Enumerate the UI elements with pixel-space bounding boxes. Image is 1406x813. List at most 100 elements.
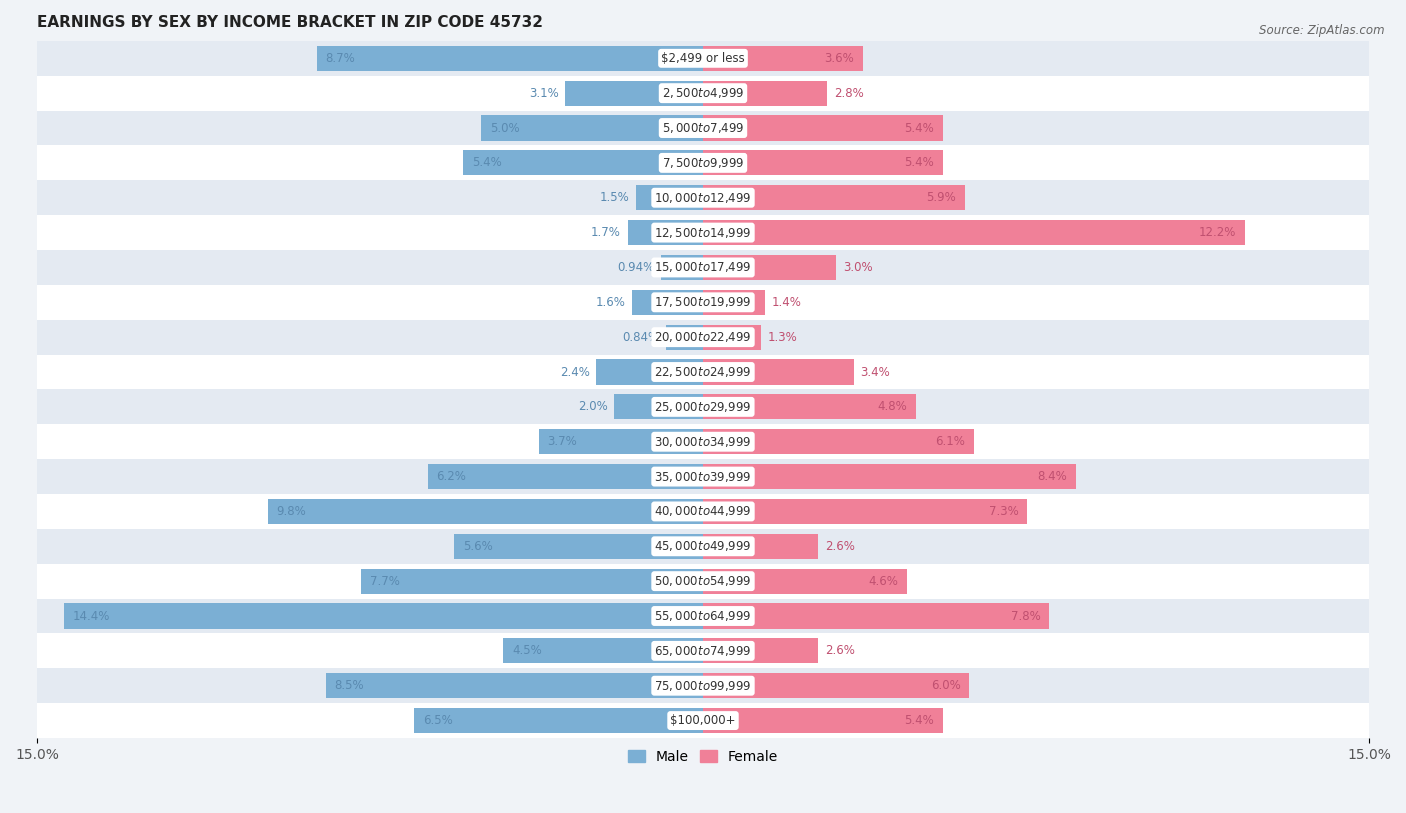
Text: $5,000 to $7,499: $5,000 to $7,499 [662, 121, 744, 135]
Bar [0, 494, 1406, 529]
Bar [703, 603, 1049, 628]
Text: 7.8%: 7.8% [1011, 610, 1040, 623]
Bar [361, 568, 703, 593]
Text: 1.7%: 1.7% [591, 226, 621, 239]
Bar [0, 668, 1406, 703]
Bar [703, 220, 1244, 246]
Bar [463, 150, 703, 176]
Bar [703, 534, 818, 559]
Text: $17,500 to $19,999: $17,500 to $19,999 [654, 295, 752, 309]
Bar [267, 499, 703, 524]
Text: 5.0%: 5.0% [489, 121, 519, 134]
Text: 4.6%: 4.6% [869, 575, 898, 588]
Bar [415, 708, 703, 733]
Bar [596, 359, 703, 385]
Text: 3.0%: 3.0% [842, 261, 873, 274]
Bar [0, 250, 1406, 285]
Text: 3.1%: 3.1% [529, 87, 558, 100]
Bar [0, 703, 1406, 738]
Text: 5.4%: 5.4% [904, 121, 934, 134]
Bar [565, 80, 703, 106]
Bar [0, 285, 1406, 320]
Bar [0, 76, 1406, 111]
Text: 3.4%: 3.4% [860, 366, 890, 379]
Bar [0, 41, 1406, 76]
Text: 2.6%: 2.6% [825, 540, 855, 553]
Text: 14.4%: 14.4% [73, 610, 110, 623]
Text: $2,500 to $4,999: $2,500 to $4,999 [662, 86, 744, 100]
Text: $55,000 to $64,999: $55,000 to $64,999 [654, 609, 752, 623]
Text: 5.4%: 5.4% [472, 156, 502, 169]
Text: 5.6%: 5.6% [463, 540, 494, 553]
Bar [703, 150, 943, 176]
Text: $65,000 to $74,999: $65,000 to $74,999 [654, 644, 752, 658]
Bar [703, 185, 965, 211]
Legend: Male, Female: Male, Female [623, 744, 783, 769]
Bar [0, 598, 1406, 633]
Text: 6.0%: 6.0% [931, 679, 960, 692]
Text: 12.2%: 12.2% [1198, 226, 1236, 239]
Text: $2,499 or less: $2,499 or less [661, 52, 745, 65]
Text: $12,500 to $14,999: $12,500 to $14,999 [654, 225, 752, 240]
Bar [703, 46, 863, 71]
Text: $20,000 to $22,499: $20,000 to $22,499 [654, 330, 752, 344]
Bar [703, 289, 765, 315]
Bar [703, 394, 917, 420]
Text: 5.4%: 5.4% [904, 714, 934, 727]
Bar [0, 633, 1406, 668]
Text: 4.5%: 4.5% [512, 645, 541, 658]
Text: Source: ZipAtlas.com: Source: ZipAtlas.com [1260, 24, 1385, 37]
Bar [703, 499, 1028, 524]
Text: $7,500 to $9,999: $7,500 to $9,999 [662, 156, 744, 170]
Bar [703, 708, 943, 733]
Bar [703, 464, 1076, 489]
Bar [0, 459, 1406, 494]
Bar [703, 638, 818, 663]
Bar [0, 529, 1406, 563]
Bar [538, 429, 703, 454]
Text: $40,000 to $44,999: $40,000 to $44,999 [654, 504, 752, 519]
Text: $25,000 to $29,999: $25,000 to $29,999 [654, 400, 752, 414]
Bar [661, 255, 703, 280]
Text: 2.4%: 2.4% [560, 366, 589, 379]
Bar [703, 80, 827, 106]
Bar [703, 359, 853, 385]
Bar [0, 354, 1406, 389]
Bar [0, 215, 1406, 250]
Bar [637, 185, 703, 211]
Text: $50,000 to $54,999: $50,000 to $54,999 [654, 574, 752, 588]
Bar [703, 568, 907, 593]
Bar [0, 389, 1406, 424]
Text: EARNINGS BY SEX BY INCOME BRACKET IN ZIP CODE 45732: EARNINGS BY SEX BY INCOME BRACKET IN ZIP… [37, 15, 543, 30]
Text: 8.5%: 8.5% [335, 679, 364, 692]
Text: 7.3%: 7.3% [988, 505, 1018, 518]
Bar [703, 324, 761, 350]
Text: 1.3%: 1.3% [768, 331, 797, 344]
Bar [316, 46, 703, 71]
Bar [454, 534, 703, 559]
Text: 6.1%: 6.1% [935, 435, 965, 448]
Bar [481, 115, 703, 141]
Bar [703, 255, 837, 280]
Text: 9.8%: 9.8% [277, 505, 307, 518]
Bar [0, 146, 1406, 180]
Bar [427, 464, 703, 489]
Text: $30,000 to $34,999: $30,000 to $34,999 [654, 435, 752, 449]
Text: 1.4%: 1.4% [772, 296, 801, 309]
Bar [703, 673, 969, 698]
Text: 2.8%: 2.8% [834, 87, 863, 100]
Text: 8.4%: 8.4% [1038, 470, 1067, 483]
Text: $15,000 to $17,499: $15,000 to $17,499 [654, 260, 752, 275]
Text: $75,000 to $99,999: $75,000 to $99,999 [654, 679, 752, 693]
Text: 8.7%: 8.7% [326, 52, 356, 65]
Text: 3.6%: 3.6% [824, 52, 853, 65]
Bar [63, 603, 703, 628]
Text: 0.94%: 0.94% [617, 261, 655, 274]
Text: $35,000 to $39,999: $35,000 to $39,999 [654, 470, 752, 484]
Text: 4.8%: 4.8% [877, 400, 907, 413]
Text: 2.6%: 2.6% [825, 645, 855, 658]
Text: $22,500 to $24,999: $22,500 to $24,999 [654, 365, 752, 379]
Text: $100,000+: $100,000+ [671, 714, 735, 727]
Text: 7.7%: 7.7% [370, 575, 399, 588]
Text: 2.0%: 2.0% [578, 400, 607, 413]
